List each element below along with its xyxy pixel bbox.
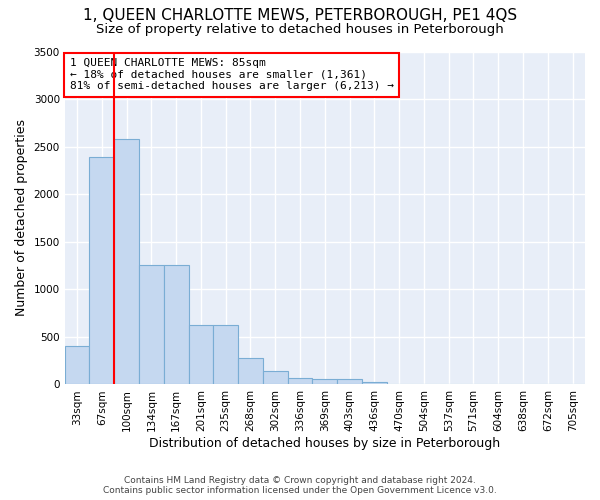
X-axis label: Distribution of detached houses by size in Peterborough: Distribution of detached houses by size … <box>149 437 500 450</box>
Bar <box>337 379 362 384</box>
Bar <box>287 378 313 384</box>
Bar <box>114 139 139 384</box>
Bar <box>89 157 114 384</box>
Bar <box>164 264 188 384</box>
Bar <box>362 382 387 384</box>
Text: Size of property relative to detached houses in Peterborough: Size of property relative to detached ho… <box>96 22 504 36</box>
Bar <box>188 324 214 384</box>
Bar <box>65 346 89 385</box>
Text: 1, QUEEN CHARLOTTE MEWS, PETERBOROUGH, PE1 4QS: 1, QUEEN CHARLOTTE MEWS, PETERBOROUGH, P… <box>83 8 517 22</box>
Bar <box>139 264 164 384</box>
Text: Contains HM Land Registry data © Crown copyright and database right 2024.
Contai: Contains HM Land Registry data © Crown c… <box>103 476 497 495</box>
Y-axis label: Number of detached properties: Number of detached properties <box>15 120 28 316</box>
Text: 1 QUEEN CHARLOTTE MEWS: 85sqm
← 18% of detached houses are smaller (1,361)
81% o: 1 QUEEN CHARLOTTE MEWS: 85sqm ← 18% of d… <box>70 58 394 92</box>
Bar <box>238 358 263 384</box>
Bar <box>263 370 287 384</box>
Bar <box>214 324 238 384</box>
Bar <box>313 379 337 384</box>
